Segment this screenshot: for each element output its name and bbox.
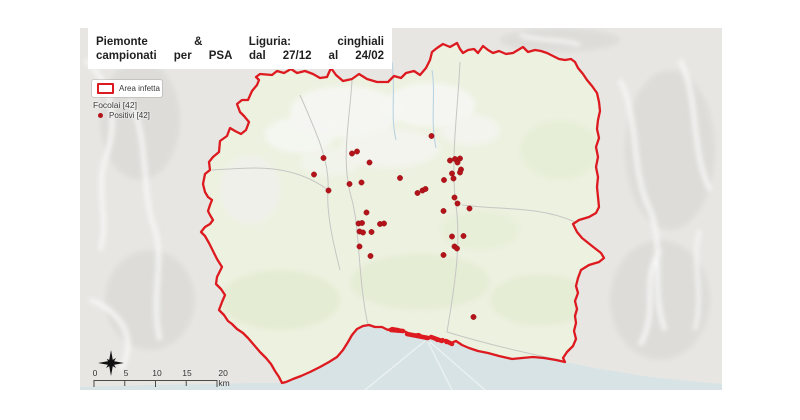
map-title: Piemonte & Liguria: cinghiali campionati…: [88, 28, 392, 69]
positive-case-dot: [358, 179, 365, 186]
positive-case-dot: [450, 175, 457, 182]
positive-case-dot: [441, 177, 447, 183]
positive-case-dot: [354, 148, 360, 155]
positivi-dot-icon: [98, 113, 103, 118]
port-mark: [404, 331, 431, 341]
legend-focolai-label: Focolai [42]: [93, 100, 137, 110]
port-mark: [443, 338, 455, 347]
legend-positivi: Positivi [42]: [98, 111, 150, 120]
scale-label-10: 10: [152, 368, 162, 378]
positivi-label: Positivi [42]: [109, 111, 150, 120]
positive-case-dot: [457, 169, 463, 176]
infected-area-boundary: [199, 41, 606, 385]
scale-bar-line: [93, 380, 218, 387]
positive-case-dot: [356, 243, 363, 250]
positive-case-dot: [366, 159, 373, 166]
positive-case-dot: [457, 155, 463, 162]
positive-case-dot: [460, 233, 467, 239]
positive-case-dot: [449, 233, 455, 240]
positive-case-dot: [360, 229, 366, 236]
positive-case-dot: [440, 208, 447, 214]
compass-rose-icon: [98, 350, 124, 376]
positive-case-dot: [397, 175, 403, 181]
positive-case-dot: [325, 187, 332, 194]
positive-case-dot: [359, 220, 365, 226]
terrain-inside-region: [201, 43, 604, 383]
scale-label-15: 15: [182, 368, 192, 378]
legend-area-infetta: Area infetta: [92, 80, 162, 97]
rivers: [391, 61, 437, 149]
map-title-line1: Piemonte & Liguria: cinghiali: [96, 36, 384, 48]
positive-case-dot: [349, 150, 355, 157]
port-restriction-marks: [388, 327, 455, 347]
scale-label-5: 5: [123, 368, 129, 378]
area-infetta-label: Area infetta: [119, 84, 160, 93]
positive-cases-dots: [311, 133, 477, 320]
ferry-routes: [364, 340, 486, 390]
positive-case-dot: [320, 155, 327, 161]
positive-case-dot: [447, 157, 453, 164]
positive-case-dot: [466, 205, 473, 212]
area-infetta-swatch-icon: [97, 83, 114, 94]
positive-case-dot: [381, 220, 387, 227]
positive-case-dot: [470, 314, 477, 320]
positive-case-dot: [414, 190, 421, 196]
sea: [80, 325, 722, 390]
port-mark: [388, 327, 406, 334]
port-mark: [428, 334, 445, 344]
positive-case-dot: [440, 252, 447, 258]
positive-case-dot: [311, 171, 317, 178]
positive-case-dot: [449, 170, 455, 177]
positive-case-dot: [368, 229, 375, 235]
positive-case-dot: [367, 253, 374, 259]
map-title-line2: campionati per PSA dal 27/12 al 24/02: [96, 50, 384, 62]
positive-case-dot: [428, 133, 435, 139]
positive-case-dot: [451, 194, 458, 201]
positive-case-dot: [363, 209, 370, 216]
positive-case-dot: [454, 245, 460, 252]
positive-case-dot: [454, 200, 461, 207]
positive-case-dot: [422, 186, 429, 192]
scale-label-20km: 20 km: [218, 368, 230, 388]
positive-case-dot: [346, 181, 353, 187]
scale-label-0: 0: [92, 368, 98, 378]
